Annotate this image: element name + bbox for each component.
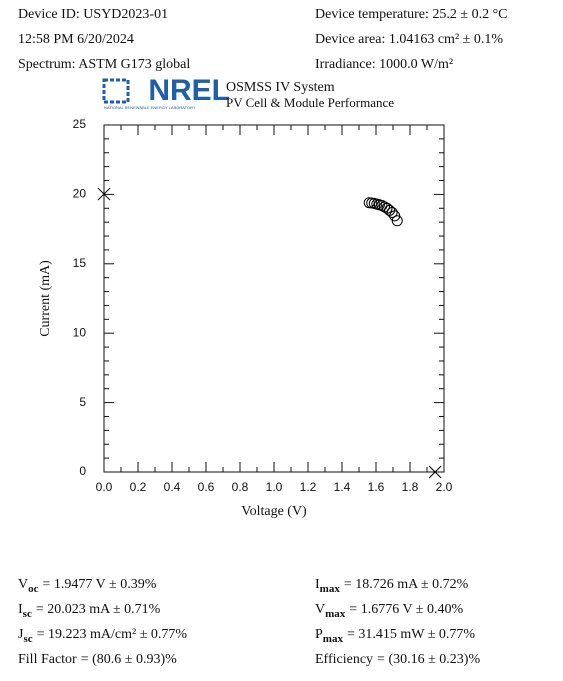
result: Jsc = 19.223 mA/cm² ± 0.77% xyxy=(18,627,187,644)
result: Pmax = 31.415 mW ± 0.77% xyxy=(315,627,475,644)
x-tick-label: 0.2 xyxy=(130,480,147,494)
result-value: = 1.6776 V ± 0.40% xyxy=(349,602,463,617)
result-value: = (30.16 ± 0.23)% xyxy=(377,652,480,667)
y-tick-label: 0 xyxy=(79,464,86,478)
x-tick-label: 1.6 xyxy=(368,480,385,494)
logo-mark xyxy=(102,78,130,104)
header-line: 12:58 PM 6/20/2024 xyxy=(18,32,134,47)
result-value: = 31.415 mW ± 0.77% xyxy=(347,627,475,642)
result-symbol: P xyxy=(315,627,323,642)
header-line: Device area: 1.04163 cm² ± 0.1% xyxy=(315,32,503,47)
result: Fill Factor = (80.6 ± 0.93)% xyxy=(18,652,177,667)
plot-frame xyxy=(103,124,445,473)
y-axis-label: Current (mA) xyxy=(38,260,53,337)
result-subscript: max xyxy=(325,608,346,620)
result-value: = 19.223 mA/cm² ± 0.77% xyxy=(37,627,188,642)
result-symbol: Efficiency xyxy=(315,652,373,667)
x-tick-label: 0.4 xyxy=(164,480,181,494)
header-line: Device temperature: 25.2 ± 0.2 °C xyxy=(315,7,508,22)
x-tick-label: 0.8 xyxy=(232,480,249,494)
header-line: Irradiance: 1000.0 W/m² xyxy=(315,57,453,72)
x-tick-label: 2.0 xyxy=(436,480,453,494)
logo-caption: NATIONAL RENEWABLE ENERGY LABORATORY xyxy=(104,105,196,110)
cross-marker xyxy=(97,187,111,201)
x-axis-label: Voltage (V) xyxy=(241,504,307,519)
y-tick-label: 5 xyxy=(79,395,86,409)
result-symbol: V xyxy=(18,577,28,592)
x-tick-label: 1.0 xyxy=(266,480,283,494)
result-subscript: sc xyxy=(23,633,32,645)
result-symbol: V xyxy=(315,602,325,617)
result-subscript: max xyxy=(323,633,344,645)
x-tick-label: 1.4 xyxy=(334,480,351,494)
result-value: = (80.6 ± 0.93)% xyxy=(81,652,177,667)
x-tick-label: 0.6 xyxy=(198,480,215,494)
result: Isc = 20.023 mA ± 0.71% xyxy=(18,602,161,619)
result-value: = 20.023 mA ± 0.71% xyxy=(36,602,161,617)
result-symbol: Fill Factor xyxy=(18,652,77,667)
cross-marker xyxy=(428,465,442,479)
y-tick-label: 10 xyxy=(73,325,87,339)
system-name: OSMSS IV System xyxy=(226,80,335,95)
result-value: = 18.726 mA ± 0.72% xyxy=(344,577,469,592)
x-tick-label: 1.2 xyxy=(300,480,317,494)
data-point xyxy=(376,200,388,212)
x-tick-label: 0.0 xyxy=(96,480,113,494)
data-point xyxy=(391,215,403,227)
result-subscript: oc xyxy=(28,583,39,595)
result-symbol: I xyxy=(315,577,320,592)
y-tick-label: 15 xyxy=(73,256,87,270)
result: Voc = 1.9477 V ± 0.39% xyxy=(18,577,157,594)
result: Vmax = 1.6776 V ± 0.40% xyxy=(315,602,463,619)
y-tick-label: 20 xyxy=(73,187,87,201)
x-tick-label: 1.8 xyxy=(402,480,419,494)
y-tick-label: 25 xyxy=(73,117,87,131)
result-symbol: J xyxy=(18,627,24,642)
result-value: = 1.9477 V ± 0.39% xyxy=(43,577,157,592)
result: Efficiency = (30.16 ± 0.23)% xyxy=(315,652,480,667)
result-subscript: max xyxy=(320,583,341,595)
header-line: Spectrum: ASTM G173 global xyxy=(18,57,190,72)
data-point xyxy=(386,206,398,218)
result: Imax = 18.726 mA ± 0.72% xyxy=(315,577,469,594)
logo: NREL xyxy=(148,74,230,107)
result-symbol: I xyxy=(18,602,23,617)
subtitle: PV Cell & Module Performance xyxy=(226,95,394,110)
result-subscript: sc xyxy=(23,608,32,620)
header-line: Device ID: USYD2023-01 xyxy=(18,7,168,22)
